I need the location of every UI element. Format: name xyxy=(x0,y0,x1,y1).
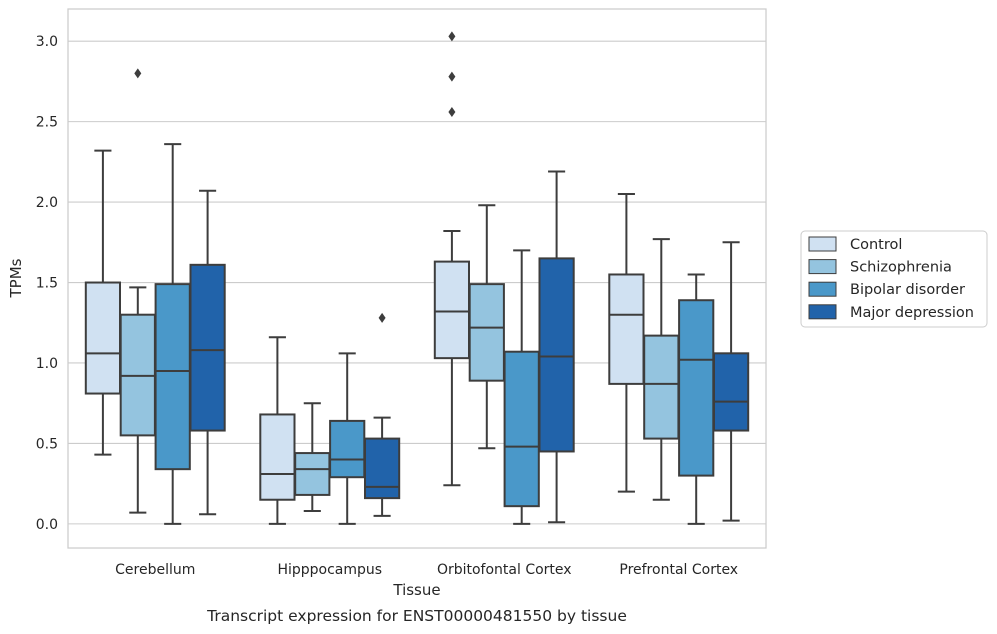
box-iqr xyxy=(712,352,750,432)
x-tick-label: Cerebellum xyxy=(115,562,195,578)
x-tick-label: Hipppocampus xyxy=(277,562,382,578)
x-tick-label: Orbitofontal Cortex xyxy=(437,562,572,578)
y-tick-label: 2.0 xyxy=(36,195,58,211)
box-iqr xyxy=(468,283,505,382)
box-group xyxy=(643,238,680,501)
y-tick-label: 2.5 xyxy=(36,115,58,131)
box-group xyxy=(189,189,226,516)
legend-label: Major depression xyxy=(850,305,974,321)
y-tick-label: 1.5 xyxy=(36,276,58,292)
box-iqr xyxy=(538,257,575,453)
box-iqr xyxy=(154,283,191,471)
box-iqr xyxy=(643,334,680,440)
box-iqr xyxy=(329,419,366,479)
legend-items: Control Schizophrenia Bipolar disorder Majo… xyxy=(808,236,974,321)
box-iqr xyxy=(363,437,401,500)
y-tick-label: 3.0 xyxy=(36,34,58,50)
box-group xyxy=(538,170,575,524)
box-iqr xyxy=(189,263,226,432)
box-iqr xyxy=(84,281,122,395)
legend-swatch xyxy=(808,304,837,320)
legend-swatch xyxy=(808,236,837,252)
box-group xyxy=(329,352,366,525)
y-tick-labels: 0.0 0.5 1.0 1.5 2.0 2.5 3.0 xyxy=(36,34,58,533)
box-iqr xyxy=(294,452,331,496)
x-axis-label: Tissue xyxy=(392,581,440,599)
box-group xyxy=(154,143,191,525)
y-tick-label: 0.5 xyxy=(36,436,58,452)
plot-frame xyxy=(67,8,767,549)
legend-label: Schizophrenia xyxy=(850,260,952,276)
outlier-point xyxy=(134,68,142,79)
outlier-point xyxy=(448,31,456,42)
x-tick-labels: Cerebellum Hipppocampus Orbitofontal Corte… xyxy=(115,562,738,578)
box-group xyxy=(363,312,401,517)
outlier-point xyxy=(378,312,386,323)
box-group xyxy=(433,31,471,487)
box-series-layer xyxy=(84,31,750,525)
box-group xyxy=(468,204,505,450)
box-group xyxy=(259,336,296,525)
outlier-point xyxy=(448,106,456,117)
box-group xyxy=(608,193,645,493)
figure-caption: Transcript expression for ENST0000048155… xyxy=(206,607,627,625)
box-iqr xyxy=(608,273,645,385)
box-iqr xyxy=(503,350,540,508)
legend: Control Schizophrenia Bipolar disorder Majo… xyxy=(800,230,988,328)
box-iqr xyxy=(678,299,715,477)
legend-swatch xyxy=(808,281,837,297)
box-group xyxy=(712,241,750,522)
box-group xyxy=(119,68,156,514)
legend-label: Control xyxy=(850,237,902,253)
box-iqr xyxy=(259,413,296,501)
box-iqr xyxy=(433,260,471,360)
y-tick-label: 0.0 xyxy=(36,517,58,533)
legend-frame xyxy=(800,230,988,328)
legend-swatch xyxy=(808,259,837,275)
box-group xyxy=(294,402,331,512)
box-group xyxy=(678,273,715,525)
legend-label: Bipolar disorder xyxy=(850,282,965,298)
y-tick-label: 1.0 xyxy=(36,356,58,372)
outlier-point xyxy=(448,71,456,82)
box-group xyxy=(84,149,122,456)
x-tick-label: Prefrontal Cortex xyxy=(619,562,738,578)
box-group xyxy=(503,249,540,525)
y-axis-label: TPMs xyxy=(7,258,25,298)
